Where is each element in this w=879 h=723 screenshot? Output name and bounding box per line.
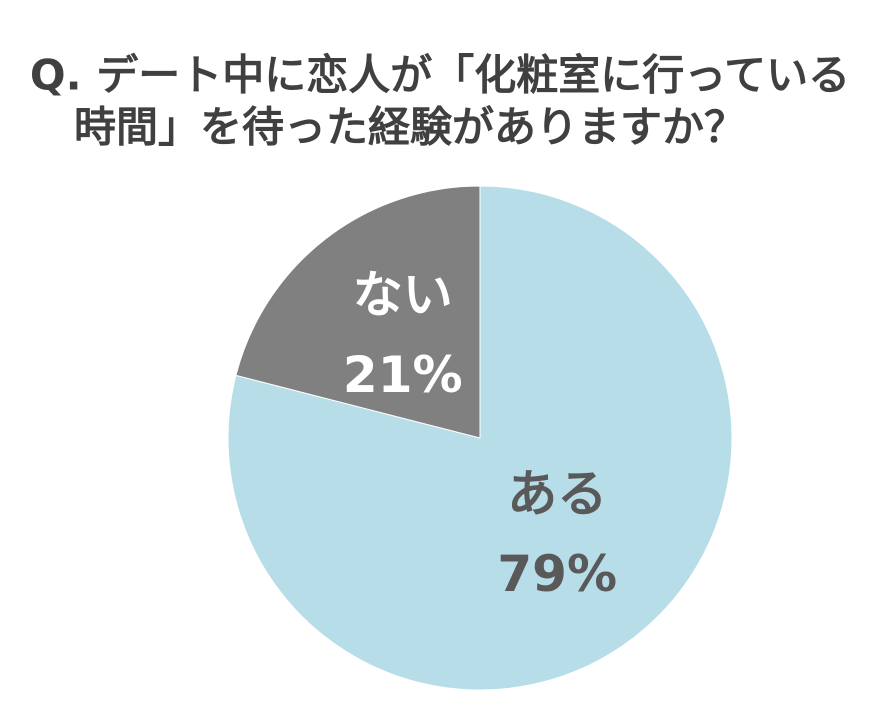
slice-category-label: ある: [507, 465, 607, 523]
slice-value-label: 79%: [497, 545, 617, 603]
chart-title: Q. デート中に恋人が「化粧室に行っている: [30, 51, 850, 100]
slice-value-label: 21%: [343, 346, 463, 404]
chart-title: 時間」を待った経験がありますか？: [74, 103, 746, 152]
slice-category-label: ない: [353, 266, 453, 324]
pie-slice: [235, 185, 481, 439]
